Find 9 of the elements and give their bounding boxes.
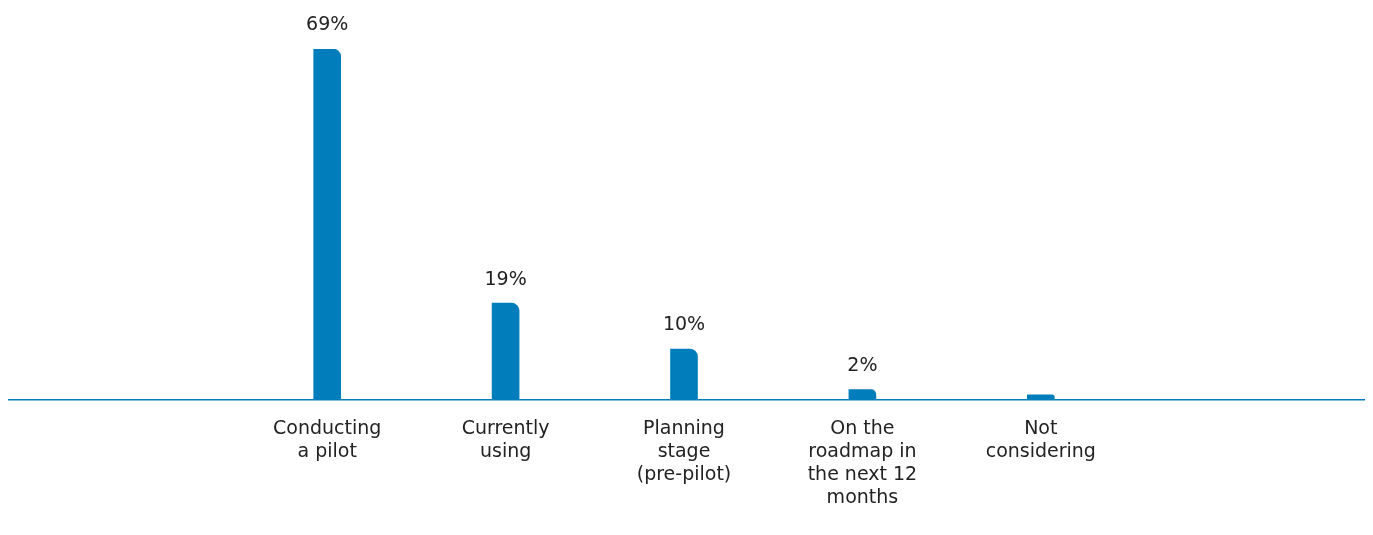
data-label: 19% xyxy=(484,266,527,289)
data-label: 2% xyxy=(847,353,878,376)
x-tick-label: Conducting a pilot xyxy=(273,416,382,461)
x-tick-label: Not considering xyxy=(985,416,1096,461)
x-tick-label: Planning stage (pre-pilot) xyxy=(636,416,732,484)
data-label: 10% xyxy=(662,312,706,335)
x-tick-label: On the roadmap in the next 12 months xyxy=(807,416,918,507)
data-label: 69% xyxy=(306,12,349,35)
x-tick-label: Currently using xyxy=(461,416,550,461)
